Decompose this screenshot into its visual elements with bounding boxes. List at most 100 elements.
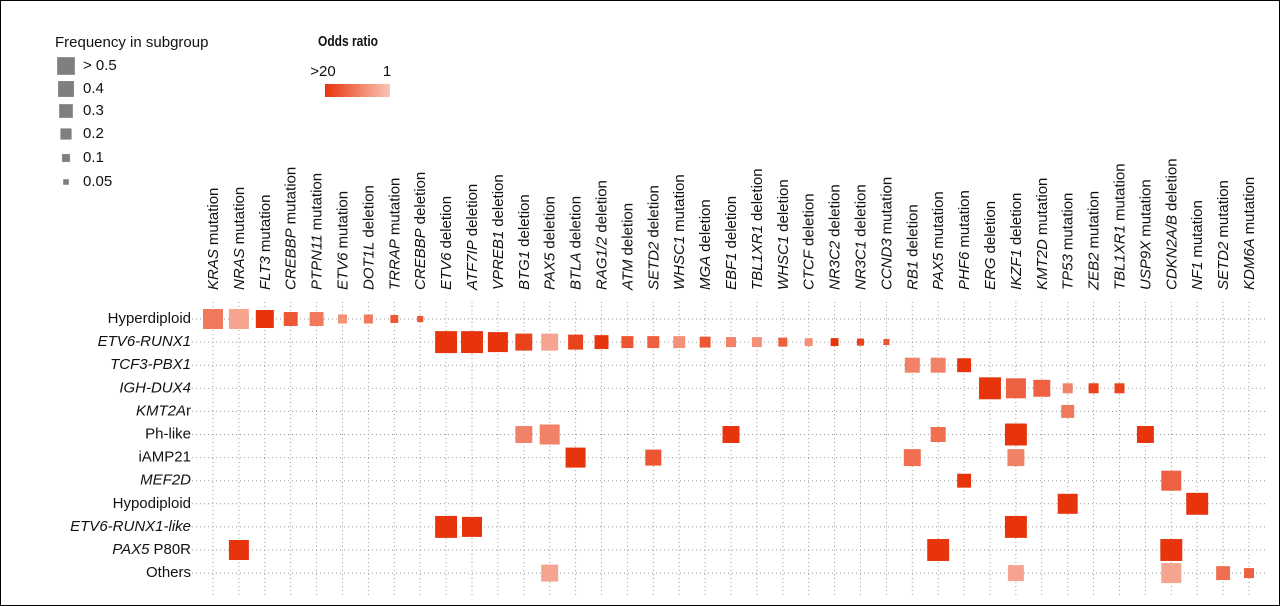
row-label: TCF3-PBX1 (110, 356, 191, 373)
column-label: TP53 mutation (1060, 193, 1077, 290)
column-event: deletion (464, 184, 481, 237)
row-label: ETV6-RUNX1-like (70, 518, 191, 535)
column-gene: RAG1/2 (593, 236, 610, 290)
cell-square (337, 314, 348, 324)
cell-square (1161, 563, 1182, 584)
row-label: PAX5 P80R (112, 541, 191, 558)
column-label: CDKN2A/B deletion (1163, 158, 1180, 290)
column-event: deletion (801, 193, 818, 246)
column-event: deletion (827, 184, 844, 237)
cell-square (927, 539, 950, 561)
column-gene: TBL1XR1 (1111, 225, 1128, 290)
column-label: DOT1L deletion (360, 185, 377, 290)
column-event: deletion (645, 185, 662, 238)
size-legend-label: 0.3 (83, 102, 104, 119)
row-label-part: KMT2A (136, 402, 186, 419)
column-gene: ETV6 (334, 252, 351, 290)
column-label: ETV6 mutation (334, 191, 351, 290)
column-event: deletion (438, 196, 455, 249)
column-gene: NR3C1 (852, 241, 869, 290)
size-legend-title: Frequency in subgroup (55, 34, 208, 51)
cell-square (673, 336, 686, 349)
row-label-part: Hyperdiploid (108, 310, 191, 327)
column-event: deletion (1008, 193, 1025, 246)
cell-square (1004, 515, 1027, 538)
column-label: RAG1/2 deletion (593, 180, 610, 290)
column-event: deletion (360, 185, 377, 238)
column-event: deletion (852, 184, 869, 237)
cell-square (979, 377, 1001, 400)
row-label: Others (146, 564, 191, 581)
cell-square (904, 357, 920, 373)
color-legend-title: Odds ratio (318, 33, 378, 50)
cell-square (930, 427, 946, 442)
cell-square (722, 426, 740, 443)
cell-square (1061, 404, 1075, 418)
cell-square (228, 540, 249, 560)
cell-square (1007, 565, 1024, 582)
column-gene: WHSC1 (775, 236, 792, 290)
cell-square (283, 312, 298, 326)
cell-square (1244, 568, 1254, 579)
cell-square (462, 516, 482, 537)
column-label: CTCF deletion (801, 193, 818, 290)
cell-square (1161, 470, 1182, 491)
row-label-part: r (186, 402, 191, 419)
column-gene: NRAS (231, 248, 248, 290)
size-legend-square (60, 128, 72, 140)
color-legend-label: 1 (383, 63, 391, 80)
column-gene: PTPN11 (309, 234, 326, 290)
column-event: deletion (619, 203, 636, 256)
cell-square (1057, 493, 1078, 514)
row-label-part: Others (146, 564, 191, 581)
cell-square (541, 564, 559, 582)
column-gene: CDKN2A/B (1163, 215, 1180, 290)
cell-square (1216, 566, 1231, 581)
column-gene: CCND3 (878, 238, 895, 290)
column-event: deletion (697, 199, 714, 252)
column-event: deletion (775, 179, 792, 232)
column-event: mutation (1137, 179, 1154, 237)
size-legend-label: 0.05 (83, 173, 112, 190)
column-event: deletion (904, 204, 921, 257)
column-label: MGA deletion (697, 199, 714, 290)
column-label: PHF6 mutation (956, 190, 973, 290)
cell-square (957, 473, 972, 488)
cell-square (1114, 383, 1125, 394)
column-label: TBL1XR1 deletion (749, 168, 766, 290)
column-label: ZEB2 mutation (1086, 191, 1103, 291)
column-gene: NR3C2 (827, 240, 844, 290)
column-event: mutation (1189, 200, 1206, 258)
column-event: mutation (671, 174, 688, 232)
cell-square (1005, 378, 1026, 399)
row-label-part: TCF3-PBX1 (110, 356, 191, 373)
column-label: NR3C1 deletion (852, 184, 869, 290)
column-event: deletion (593, 180, 610, 233)
row-label-part: ETV6-RUNX1 (98, 333, 191, 350)
column-gene: KRAS (205, 249, 222, 290)
row-label: MEF2D (140, 472, 191, 489)
cell-square (203, 309, 223, 329)
column-label: ERG deletion (982, 201, 999, 290)
cell-square (515, 426, 533, 443)
column-gene: FLT3 (257, 255, 274, 290)
cell-square (565, 447, 586, 468)
column-gene: PHF6 (956, 251, 973, 290)
column-gene: TP53 (1060, 253, 1077, 290)
column-label: USP9X mutation (1137, 179, 1154, 290)
size-legend-square (63, 179, 69, 185)
cell-square (645, 449, 662, 466)
column-gene: MGA (697, 256, 714, 290)
cell-square (435, 331, 458, 354)
cell-square (461, 331, 483, 354)
column-event: deletion (1163, 158, 1180, 211)
cell-square (309, 312, 324, 326)
column-gene: ERG (982, 257, 999, 290)
column-gene: PAX5 (542, 252, 559, 290)
column-label: WHSC1 deletion (775, 179, 792, 290)
column-event: deletion (749, 168, 766, 221)
column-gene: PAX5 (930, 252, 947, 290)
column-gene: DOT1L (360, 242, 377, 290)
row-label-part: P80R (153, 541, 191, 558)
